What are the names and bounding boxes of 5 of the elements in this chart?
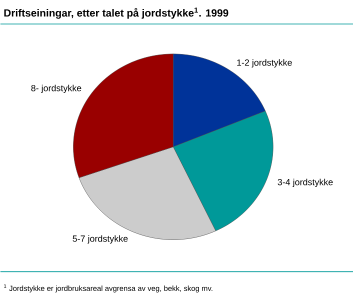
slice-label: 1-2 jordstykke (237, 59, 292, 68)
slice-label: 5-7 jordstykke (72, 235, 128, 244)
slice-label: 8- jordstykke (31, 84, 82, 94)
slice-label: 3-4 jordstykke (278, 178, 333, 188)
chart-title: Driftseiningar, etter talet på jordstykke$^{1}$. 1999 (4, 8, 228, 19)
